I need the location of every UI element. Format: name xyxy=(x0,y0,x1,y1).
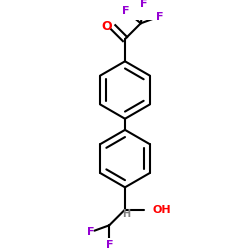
Text: F: F xyxy=(122,6,129,16)
Text: H: H xyxy=(122,209,130,219)
Text: F: F xyxy=(156,12,163,22)
Text: O: O xyxy=(102,20,113,33)
Text: F: F xyxy=(87,227,94,237)
Text: F: F xyxy=(106,240,113,250)
Text: OH: OH xyxy=(153,204,172,214)
Text: F: F xyxy=(140,0,148,9)
